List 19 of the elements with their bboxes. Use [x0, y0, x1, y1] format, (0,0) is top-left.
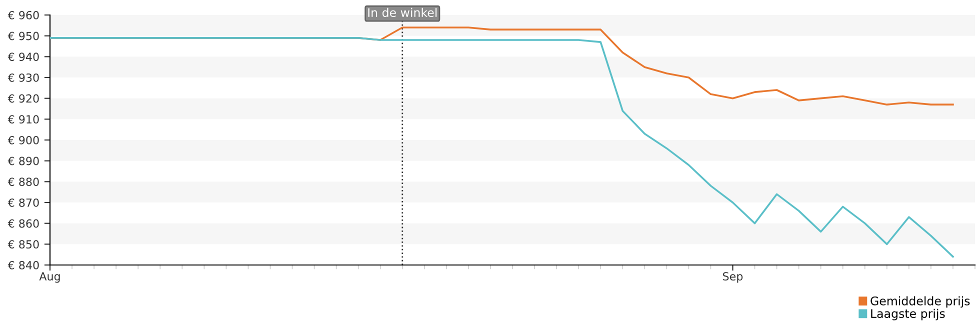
legend-label: Laagste prijs [871, 308, 945, 320]
y-tick-label: € 890 [8, 156, 39, 166]
y-tick-label: € 860 [8, 219, 39, 228]
x-tick-label: Aug [39, 272, 60, 283]
ref-line-label: In de winkel [368, 8, 437, 18]
line-series [50, 37, 954, 258]
legend-label: Gemiddelde prijs [870, 296, 970, 308]
y-tick-label: € 930 [8, 73, 39, 82]
y-tick-label: € 950 [8, 32, 39, 40]
y-tick-label: € 850 [8, 240, 39, 249]
y-tick-label: € 870 [8, 198, 39, 207]
x-tick-label: Sep [723, 272, 743, 283]
y-tick-label: € 880 [8, 178, 39, 186]
y-tick-label: € 940 [8, 52, 39, 62]
y-tick-label: € 900 [8, 136, 39, 144]
y-tick-label: € 960 [8, 10, 39, 20]
y-tick-label: € 840 [8, 260, 39, 270]
y-tick-label: € 920 [8, 94, 39, 103]
y-tick-label: € 910 [8, 115, 39, 124]
